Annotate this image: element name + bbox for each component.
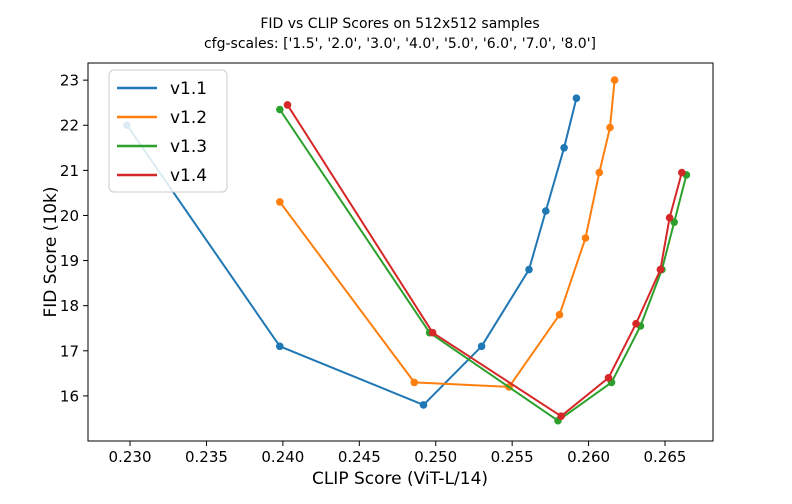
data-point-v1.1 [419, 401, 428, 409]
plot-series [123, 76, 691, 425]
data-point-v1.2 [610, 76, 619, 84]
legend-label-v1.3: v1.3 [170, 137, 207, 157]
x-tick-label: 0.250 [414, 448, 457, 466]
data-point-v1.2 [276, 198, 284, 206]
chart-subtitle: cfg-scales: ['1.5', '2.0', '3.0', '4.0',… [204, 36, 596, 52]
y-tick-label: 17 [60, 342, 79, 360]
legend-label-v1.2: v1.2 [170, 108, 207, 128]
legend-box [108, 69, 228, 193]
chart-title: FID vs CLIP Scores on 512x512 samples [260, 16, 539, 32]
data-point-v1.2 [555, 310, 564, 319]
data-point-v1.3 [276, 105, 284, 114]
legend-label-v1.1: v1.1 [170, 79, 207, 99]
x-tick-label: 0.265 [644, 448, 687, 466]
plot-border [87, 62, 714, 442]
data-point-v1.1 [477, 342, 486, 351]
legend: v1.1 v1.2 v1.3 v1.4 [108, 69, 228, 193]
data-point-v1.1 [276, 342, 284, 351]
y-tick-label: 19 [60, 252, 79, 270]
x-tick-label: 0.235 [185, 448, 228, 466]
y-tick-label: 21 [60, 162, 79, 180]
y-tick-label: 23 [60, 72, 79, 90]
data-point-v1.2 [581, 234, 590, 242]
y-tick-label: 18 [60, 297, 79, 315]
axes: 0.230 0.235 0.240 0.245 0.250 0.255 0.260 0.265… [60, 62, 714, 466]
data-point-v1.4 [428, 328, 437, 337]
data-point-v1.4 [656, 265, 665, 274]
data-point-v1.4 [665, 213, 674, 222]
data-point-v1.4 [557, 412, 565, 421]
series-line-v1.2 [278, 80, 616, 388]
data-point-v1.1 [572, 94, 581, 102]
data-point-v1.1 [560, 144, 568, 152]
data-point-v1.2 [410, 378, 419, 387]
x-axis-label: CLIP Score (ViT-L/14) [312, 469, 488, 489]
x-tick-label: 0.240 [261, 448, 304, 466]
data-point-v1.2 [595, 168, 604, 177]
series-line-v1.4 [286, 104, 683, 418]
y-axis-label: FID Score (10k) [41, 186, 61, 317]
x-tick-label: 0.230 [109, 448, 152, 466]
y-tick-label: 16 [60, 387, 79, 405]
data-point-v1.2 [606, 123, 614, 132]
y-tick-label: 20 [60, 207, 79, 225]
data-point-v1.4 [632, 319, 640, 328]
y-tick-label: 22 [60, 117, 79, 135]
legend-label-v1.4: v1.4 [170, 166, 207, 186]
data-point-v1.1 [542, 207, 550, 215]
series-line-v1.3 [278, 108, 688, 422]
series-line-v1.1 [126, 97, 578, 406]
data-point-v1.4 [604, 374, 613, 382]
x-tick-label: 0.245 [338, 448, 381, 466]
x-tick-label: 0.260 [567, 448, 610, 466]
data-point-v1.4 [678, 168, 686, 177]
data-point-v1.1 [525, 265, 533, 274]
x-tick-label: 0.255 [491, 448, 534, 466]
data-point-v1.4 [283, 101, 292, 109]
